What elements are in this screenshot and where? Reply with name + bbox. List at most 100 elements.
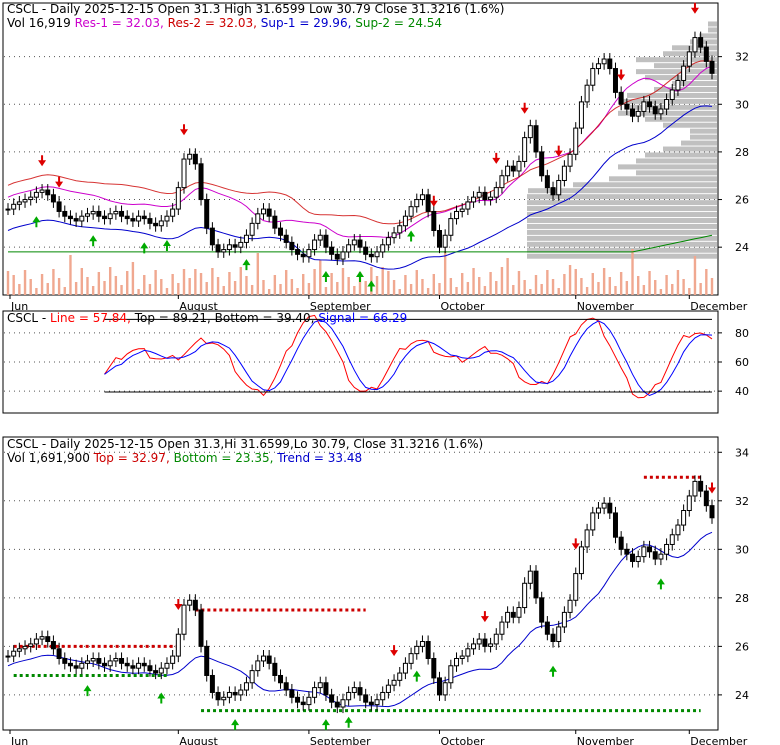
trend-candle-body	[612, 512, 618, 538]
price-candle-body	[158, 220, 164, 227]
volume-bar	[495, 281, 498, 295]
sell-arrow	[690, 2, 699, 14]
trend-candle-body	[635, 556, 641, 562]
volume-bar	[103, 281, 106, 295]
price-candle-body	[28, 196, 34, 201]
volume-bar	[245, 276, 248, 295]
price-candle-body	[681, 65, 687, 81]
trend-candle-body	[397, 672, 403, 681]
volume-bar	[228, 272, 231, 295]
volume-bar	[154, 270, 157, 295]
buy-arrow	[367, 280, 376, 292]
volume-bar	[160, 279, 163, 295]
price-candle-body	[436, 230, 442, 248]
trend-candle-body	[249, 670, 255, 684]
volume-bar	[568, 265, 572, 295]
trend-buy-arrow	[157, 692, 166, 704]
price-candle-body	[67, 215, 73, 220]
volume-bar	[353, 286, 356, 295]
trend-candle-body	[119, 657, 125, 664]
price-candle-body	[215, 244, 221, 253]
volume-bar	[642, 285, 646, 295]
volume-bar	[591, 273, 594, 295]
trend-candle-body	[442, 682, 448, 696]
volume-bar	[341, 268, 345, 295]
x-tick-label: November	[577, 735, 635, 745]
trend-buy-arrow	[656, 578, 665, 590]
trend-candle-body	[255, 660, 261, 672]
volume-bar	[302, 274, 305, 295]
sell-arrow	[180, 124, 188, 136]
trend-candle-body	[11, 650, 17, 657]
volume-bar	[580, 278, 583, 295]
oscillator-tick-label: 40	[735, 385, 749, 398]
trend-candle-body	[630, 553, 636, 562]
buy-arrow	[140, 242, 149, 254]
oscillator-legend: CSCL - Line = 57.84, Top = 89.21, Bottom…	[7, 311, 407, 325]
price-candle-body	[397, 225, 403, 234]
resistance-2-line	[7, 60, 713, 225]
price-candle-body	[226, 244, 232, 251]
x-tick-label: Jun	[10, 300, 28, 313]
price-candle-body	[278, 227, 284, 236]
volume-bar	[171, 274, 174, 295]
price-candle-body	[187, 153, 193, 160]
price-candle-body	[79, 215, 85, 222]
trend-candle-body	[431, 657, 437, 679]
oscillator-legend-item: Bottom = 39.40,	[211, 311, 315, 325]
price-candle-body	[402, 215, 408, 227]
trend-x-axis: Jun August September October November Decembe…	[9, 730, 748, 745]
trend-sell-arrow	[708, 482, 716, 494]
volume-bar	[279, 284, 282, 295]
trend-candle-body	[539, 597, 545, 623]
trend-candle-body	[419, 641, 425, 647]
price-tick-label: 26	[735, 194, 749, 207]
volume-bar	[91, 286, 95, 295]
signal-arrows	[32, 2, 699, 292]
price-candle-body	[425, 194, 431, 212]
price-candle-body	[317, 234, 323, 241]
trend-buy-arrow	[549, 665, 558, 677]
trend-tick-label: 24	[735, 689, 749, 702]
price-candle-body	[113, 210, 119, 215]
trend-candle-body	[187, 599, 193, 606]
trend-candle-body	[595, 507, 601, 514]
price-candle-body	[243, 234, 249, 243]
trend-candle-body	[471, 643, 477, 650]
trend-candle-body	[448, 665, 454, 684]
price-legend-item: Res-2 = 32.03,	[164, 16, 257, 30]
volume-bar	[86, 277, 89, 295]
buy-arrow	[321, 271, 330, 282]
oscillator-panel-frame	[2, 310, 719, 414]
trend-candle-body	[204, 645, 210, 676]
trend-candle-body	[323, 682, 329, 696]
volume-bar	[52, 269, 55, 295]
trend-candle-body	[601, 502, 607, 509]
volume-bar	[18, 284, 21, 295]
price-tick-label: 32	[735, 51, 749, 64]
price-candle-body	[374, 251, 380, 258]
price-candle-body	[272, 215, 278, 229]
trend-candle-body	[147, 665, 153, 672]
price-panel-legend: Vol 16,919 Res-1 = 32.03, Res-2 = 32.03,…	[7, 16, 442, 30]
price-candle-body	[204, 199, 210, 229]
price-candle-body	[289, 241, 295, 251]
trend-sell-arrow	[571, 538, 580, 550]
trend-candle-body	[130, 665, 136, 669]
trend-candle-body	[624, 548, 630, 555]
buy-arrow	[162, 240, 171, 252]
price-candle-body	[62, 210, 68, 217]
volume-bar	[137, 289, 140, 295]
trend-buy-arrow	[231, 719, 240, 731]
trend-candle-body	[45, 636, 51, 643]
trend-candle-body	[62, 657, 68, 664]
trend-tick-label: 32	[735, 495, 749, 508]
price-candle-body	[351, 239, 357, 246]
trend-candle-body	[510, 611, 516, 618]
price-candle-body	[584, 84, 590, 103]
trend-candle-body	[686, 495, 692, 512]
price-candle-body	[709, 60, 715, 74]
trend-candle-body	[561, 611, 567, 628]
volume-bar	[165, 288, 169, 295]
volume-profile-bar	[527, 235, 717, 241]
